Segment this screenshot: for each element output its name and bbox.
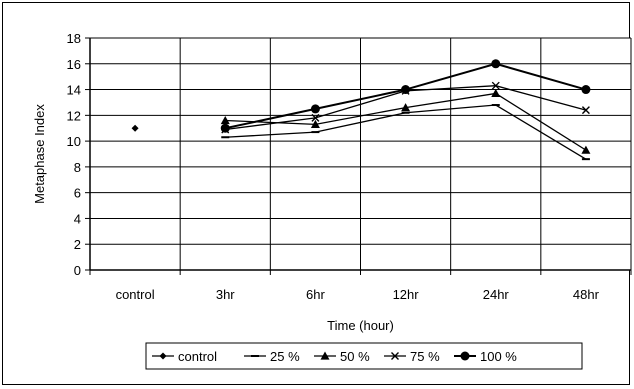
data-point-50: [491, 88, 501, 98]
legend-label-25: 25 %: [270, 349, 300, 364]
y-tick-label: 4: [74, 211, 81, 226]
y-tick-label: 10: [67, 134, 81, 149]
x-tick-label: control: [116, 287, 155, 302]
data-point-50: [581, 145, 591, 154]
legend-marker-50: [320, 351, 330, 360]
y-tick-label: 18: [67, 31, 81, 46]
x-tick-label: 12hr: [393, 287, 420, 302]
y-tick-label: 2: [74, 237, 81, 252]
x-tick-label: 3hr: [216, 287, 235, 302]
y-tick-label: 14: [67, 83, 81, 98]
data-point-75: [491, 81, 500, 90]
legend-label-control: control: [178, 349, 217, 364]
legend-marker-75: [391, 352, 399, 360]
data-point-75: [581, 106, 590, 115]
legend-label-50: 50 %: [340, 349, 370, 364]
data-point-50: [401, 103, 411, 112]
data-point-100: [581, 85, 591, 95]
data-point-50: [220, 115, 230, 125]
x-tick-label: 48hr: [573, 287, 600, 302]
y-tick-label: 6: [74, 186, 81, 201]
data-point-50: [310, 119, 320, 128]
data-point-100: [220, 123, 230, 133]
x-tick-label: 6hr: [306, 287, 325, 302]
y-tick-label: 8: [74, 160, 81, 175]
legend-box: [145, 342, 583, 370]
x-tick-label: 24hr: [483, 287, 510, 302]
legend-marker-100: [460, 351, 470, 361]
data-point-75: [311, 113, 320, 122]
x-axis-title: Time (hour): [327, 318, 394, 333]
legend-marker-control: [159, 352, 167, 360]
legend-label-75: 75 %: [410, 349, 440, 364]
y-tick-label: 12: [67, 108, 81, 123]
data-point-100: [401, 85, 411, 95]
data-point-control: [131, 124, 139, 132]
legend-label-100: 100 %: [480, 349, 517, 364]
y-axis-title: Metaphase Index: [32, 104, 47, 204]
data-point-100: [491, 59, 501, 69]
y-tick-label: 0: [74, 263, 81, 278]
y-tick-label: 16: [67, 57, 81, 72]
data-point-100: [310, 104, 320, 114]
